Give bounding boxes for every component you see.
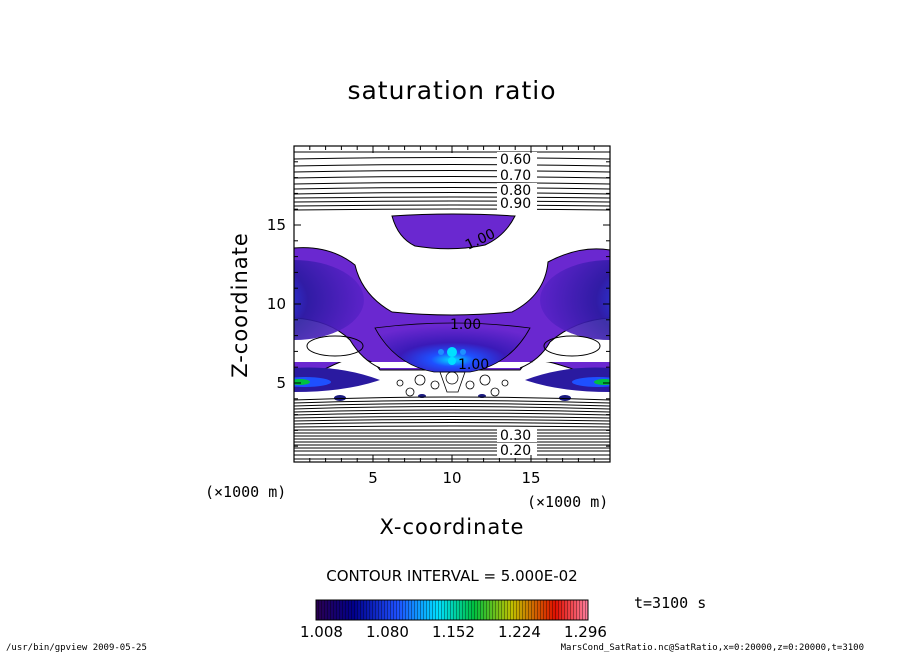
time-label: t=3100 s xyxy=(634,594,707,612)
z-tick-label: 15 xyxy=(267,216,286,234)
x-unit-label: (×1000 m) xyxy=(527,493,609,511)
footer-source: MarsCond_SatRatio.nc@SatRatio,x=0:20000,… xyxy=(560,643,864,653)
contour-label: 0.90 xyxy=(500,196,531,212)
contour-label: 1.00 xyxy=(458,357,489,373)
contour-interval-label: CONTOUR INTERVAL = 5.000E-02 xyxy=(326,567,578,585)
contour-label: 0.30 xyxy=(500,428,531,444)
x-unit-label-left: (×1000 m) xyxy=(205,483,287,501)
colorbar-tick-label: 1.224 xyxy=(498,623,541,641)
chart-title: saturation ratio xyxy=(347,76,557,105)
upper-contour-lines xyxy=(294,151,610,211)
lower-contour-lines xyxy=(294,396,610,460)
x-axis-label: X-coordinate xyxy=(379,515,525,539)
colorbar-tick-label: 1.008 xyxy=(300,623,343,641)
contour-label: 1.00 xyxy=(450,317,481,333)
contour-label: 0.80 xyxy=(500,183,531,199)
contour-label: 0.20 xyxy=(500,443,531,459)
footer-command: /usr/bin/gpview 2009-05-25 xyxy=(6,643,147,653)
x-tick-label: 5 xyxy=(368,469,378,487)
axis-tick-labels: 5 10 15 5 10 15 xyxy=(267,216,541,487)
colorbar-tick-label: 1.152 xyxy=(432,623,475,641)
z-tick-label: 5 xyxy=(276,374,286,392)
x-tick-label: 15 xyxy=(521,469,540,487)
contour-label: 0.60 xyxy=(500,152,531,168)
z-tick-label: 10 xyxy=(267,295,286,313)
upper-saturation-lobe xyxy=(391,213,516,250)
colorbar-tick-label: 1.296 xyxy=(564,623,607,641)
y-axis-label: Z-coordinate xyxy=(228,232,252,378)
contour-labels: 0.60 0.70 0.80 0.90 1.00 1.00 1.00 0.30 … xyxy=(450,152,537,459)
colorbar-bands xyxy=(316,600,588,620)
contour-field xyxy=(294,151,610,460)
contour-label: 0.70 xyxy=(500,168,531,184)
x-tick-label: 10 xyxy=(442,469,461,487)
axis-ticks xyxy=(294,146,610,462)
colorbar-tick-label: 1.080 xyxy=(366,623,409,641)
